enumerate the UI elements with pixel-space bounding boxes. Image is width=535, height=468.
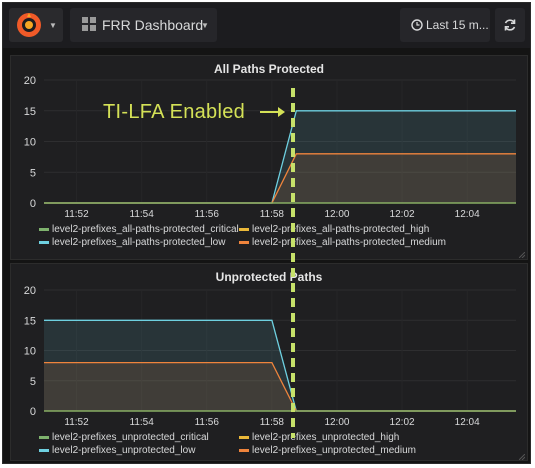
y-tick-label: 5 bbox=[30, 167, 36, 179]
legend-swatch bbox=[239, 448, 249, 452]
y-tick-label: 15 bbox=[24, 315, 36, 327]
y-tick-label: 15 bbox=[24, 106, 36, 118]
legend-item[interactable]: level2-prefixes_all-paths-protected_crit… bbox=[39, 223, 239, 236]
panel-all-paths-protected[interactable]: All Paths Protected 0 5 10 15 20 11:52 11:54 11… bbox=[10, 55, 528, 260]
y-tick-label: 5 bbox=[30, 376, 36, 388]
x-tick-label: 12:00 bbox=[324, 209, 349, 220]
x-tick-label: 11:52 bbox=[64, 417, 89, 428]
legend-item[interactable]: level2-prefixes_unprotected_high bbox=[239, 431, 399, 444]
x-tick-label: 11:58 bbox=[260, 209, 285, 220]
legend: level2-prefixes_all-paths-protected_crit… bbox=[39, 223, 519, 253]
legend-item[interactable]: level2-prefixes_unprotected_low bbox=[39, 444, 195, 457]
grafana-window: ▼ FRR Dashboard ▼ Last 15 m... bbox=[2, 2, 531, 464]
panel-unprotected-paths[interactable]: Unprotected Paths 0 5 10 15 20 11:52 11:54 11:5… bbox=[10, 263, 528, 461]
y-tick-label: 0 bbox=[30, 198, 36, 210]
legend-label: level2-prefixes_all-paths-protected_low bbox=[52, 237, 226, 248]
top-navbar: ▼ FRR Dashboard ▼ Last 15 m... bbox=[3, 3, 530, 48]
x-tick-label: 12:04 bbox=[455, 417, 480, 428]
chevron-down-icon: ▼ bbox=[49, 21, 57, 30]
grafana-logo-icon bbox=[17, 13, 41, 37]
x-tick-label: 12:00 bbox=[324, 417, 349, 428]
x-tick-label: 11:52 bbox=[64, 209, 89, 220]
legend-label: level2-prefixes_unprotected_critical bbox=[52, 432, 209, 443]
x-tick-label: 12:02 bbox=[390, 209, 415, 220]
dashboard-title: FRR Dashboard bbox=[102, 17, 204, 33]
x-tick-label: 11:56 bbox=[195, 209, 220, 220]
grafana-menu-button[interactable]: ▼ bbox=[9, 8, 63, 42]
ti-lfa-marker-line bbox=[291, 88, 295, 438]
legend-swatch bbox=[39, 240, 49, 244]
series-area bbox=[44, 362, 516, 411]
clock-icon bbox=[411, 19, 423, 31]
time-range-label: Last 15 m... bbox=[426, 18, 489, 32]
x-tick-label: 11:54 bbox=[130, 209, 155, 220]
resize-handle-icon[interactable] bbox=[519, 454, 525, 460]
chart-all-paths-protected: 0 5 10 15 20 11:52 11:54 11:56 11:58 12:00 12:02 12… bbox=[24, 75, 516, 220]
x-tick-label: 12:04 bbox=[455, 209, 480, 220]
legend-label: level2-prefixes_unprotected_high bbox=[252, 432, 400, 443]
y-tick-label: 20 bbox=[24, 75, 36, 87]
legend-item[interactable]: level2-prefixes_all-paths-protected_high bbox=[239, 223, 429, 236]
legend-item[interactable]: level2-prefixes_unprotected_critical bbox=[39, 431, 209, 444]
series-area bbox=[44, 153, 516, 203]
y-tick-label: 0 bbox=[30, 406, 36, 418]
legend-label: level2-prefixes_all-paths-protected_high bbox=[252, 224, 430, 235]
legend-item[interactable]: level2-prefixes_unprotected_medium bbox=[239, 444, 416, 457]
chevron-down-icon: ▼ bbox=[201, 21, 209, 30]
grid-icon bbox=[82, 17, 96, 31]
legend-swatch bbox=[39, 227, 49, 231]
y-tick-label: 10 bbox=[24, 346, 36, 358]
legend-swatch bbox=[239, 240, 249, 244]
legend-label: level2-prefixes_all-paths-protected_crit… bbox=[52, 224, 239, 235]
legend-label: level2-prefixes_unprotected_medium bbox=[252, 445, 416, 456]
chart-unprotected-paths: 0 5 10 15 20 11:52 11:54 11:56 11:58 12:00 12:02 12… bbox=[24, 285, 516, 428]
panel-title[interactable]: Unprotected Paths bbox=[215, 270, 323, 284]
refresh-button[interactable] bbox=[495, 8, 525, 42]
y-tick-label: 10 bbox=[24, 137, 36, 149]
resize-handle-icon[interactable] bbox=[519, 252, 525, 258]
legend-item[interactable]: level2-prefixes_all-paths-protected_low bbox=[39, 236, 225, 249]
legend-swatch bbox=[239, 227, 249, 231]
x-tick-label: 11:56 bbox=[195, 417, 220, 428]
x-tick-label: 12:02 bbox=[390, 417, 415, 428]
legend-swatch bbox=[239, 435, 249, 439]
legend-swatch bbox=[39, 435, 49, 439]
legend-swatch bbox=[39, 448, 49, 452]
y-tick-label: 20 bbox=[24, 285, 36, 297]
legend-item[interactable]: level2-prefixes_all-paths-protected_medi… bbox=[239, 236, 446, 249]
arrow-right-icon bbox=[260, 107, 285, 117]
x-tick-label: 11:58 bbox=[260, 417, 285, 428]
legend-label: level2-prefixes_unprotected_low bbox=[52, 445, 196, 456]
x-tick-label: 11:54 bbox=[130, 417, 155, 428]
dashboard-picker-button[interactable]: FRR Dashboard ▼ bbox=[70, 8, 217, 42]
series-area bbox=[44, 110, 516, 203]
legend-label: level2-prefixes_all-paths-protected_medi… bbox=[252, 237, 446, 248]
refresh-icon bbox=[504, 19, 516, 31]
series-area bbox=[44, 320, 516, 411]
ti-lfa-annotation-label: TI-LFA Enabled bbox=[103, 101, 246, 123]
panel-title[interactable]: All Paths Protected bbox=[213, 62, 325, 76]
time-range-picker[interactable]: Last 15 m... bbox=[400, 8, 490, 42]
